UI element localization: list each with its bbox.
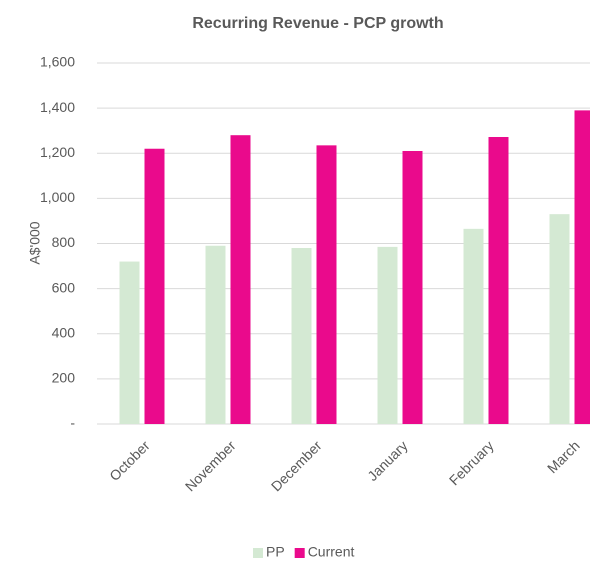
bar: [144, 148, 165, 425]
x-tick-label: October: [106, 437, 153, 484]
bar: [463, 228, 484, 424]
legend-label: PP: [266, 544, 285, 560]
y-tick-label: 800: [52, 234, 76, 250]
y-tick-label: 1,200: [40, 144, 75, 160]
bar: [488, 137, 509, 424]
legend-swatch: [294, 548, 305, 558]
bar: [230, 135, 251, 424]
x-tick-label: December: [268, 437, 325, 494]
bar: [316, 145, 337, 424]
x-tick-label: March: [544, 437, 583, 476]
bar: [205, 245, 226, 424]
chart-title: Recurring Revenue - PCP growth: [192, 15, 443, 32]
x-tick-label: January: [364, 437, 411, 484]
y-tick-label: 1,400: [40, 99, 75, 115]
bar: [549, 214, 570, 424]
x-tick-label: February: [446, 437, 497, 488]
bar: [377, 246, 398, 424]
legend-label: Current: [308, 544, 355, 560]
bar: [402, 150, 423, 424]
y-tick-label: -: [70, 415, 75, 431]
bar: [574, 110, 590, 424]
y-tick-label: 1,000: [40, 189, 75, 205]
y-axis-label: A$'000: [27, 221, 43, 264]
x-tick-label: November: [182, 437, 239, 494]
y-tick-label: 400: [52, 324, 76, 340]
bar: [119, 261, 140, 424]
y-tick-label: 200: [52, 370, 76, 386]
y-tick-label: 1,600: [40, 54, 75, 70]
bar: [291, 248, 312, 424]
legend-swatch: [253, 548, 263, 558]
y-tick-label: 600: [52, 279, 76, 295]
